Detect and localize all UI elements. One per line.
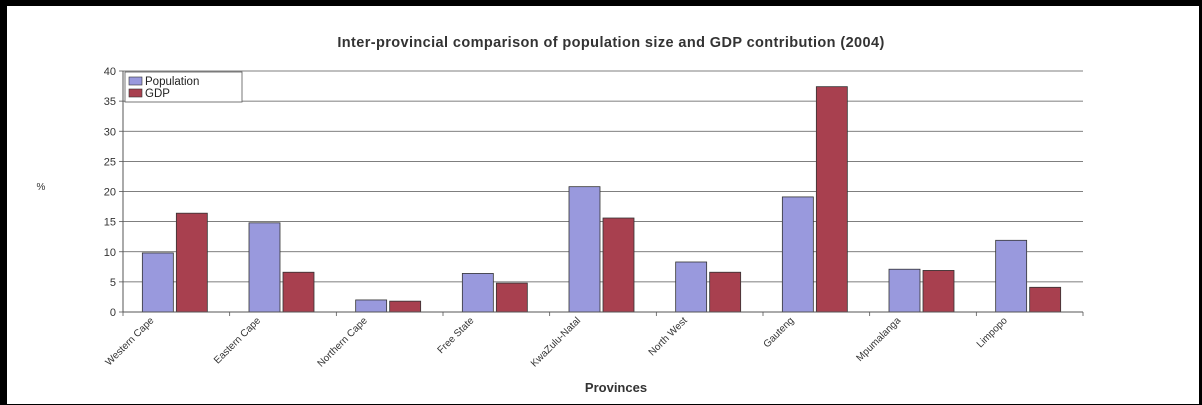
bar-population-0: [141, 252, 174, 313]
bar-gdp-3: [495, 282, 528, 313]
x-tick-label: KwaZulu-Natal: [529, 315, 583, 369]
y-tick-label: 5: [110, 277, 116, 289]
y-tick-label: 15: [104, 217, 116, 229]
x-tick-label: Limpopo: [975, 315, 1010, 350]
y-tick-label: 40: [104, 66, 116, 78]
bar-gdp-0: [175, 212, 208, 313]
bars: [141, 86, 1062, 313]
y-tick-label: 20: [104, 187, 116, 199]
bar-population-3: [461, 273, 494, 313]
chart-title: Inter-provincial comparison of populatio…: [337, 35, 884, 51]
x-tick-label: Mpumalanga: [854, 315, 903, 364]
y-tick-label: 0: [110, 307, 116, 319]
x-tick-label: Western Cape: [104, 315, 157, 368]
legend-swatch-population: [128, 76, 143, 86]
y-tick-label: 10: [104, 247, 116, 259]
bar-population-6: [781, 196, 814, 313]
bar-gdp-7: [922, 270, 955, 313]
bar-gdp-1: [282, 271, 315, 313]
legend-box: [124, 71, 243, 103]
bar-population-5: [675, 261, 708, 313]
x-tick-label: Free State: [436, 315, 477, 356]
x-tick-label: Gauteng: [762, 315, 797, 350]
x-axis-title: Provinces: [585, 380, 647, 395]
bar-population-8: [995, 239, 1028, 313]
y-tick-label: 25: [104, 156, 116, 168]
x-tick-label: Eastern Cape: [212, 315, 263, 366]
bar-gdp-6: [815, 86, 848, 313]
y-tick-label: 30: [104, 126, 116, 138]
bar-population-2: [355, 299, 388, 313]
bar-gdp-2: [389, 300, 422, 313]
x-tick-label: North West: [647, 315, 690, 358]
bar-population-1: [248, 222, 281, 313]
legend-label-population: Population: [145, 76, 199, 88]
bar-gdp-5: [709, 271, 742, 313]
bar-population-4: [568, 186, 601, 313]
bar-population-7: [888, 268, 921, 313]
y-axis-title: %: [37, 182, 46, 193]
bar-gdp-8: [1029, 286, 1062, 313]
legend-label-gdp: GDP: [145, 88, 170, 100]
legend-swatch-gdp: [128, 88, 143, 98]
y-tick-label: 35: [104, 96, 116, 108]
bar-gdp-4: [602, 217, 635, 313]
x-tick-label: Northern Cape: [316, 315, 370, 369]
